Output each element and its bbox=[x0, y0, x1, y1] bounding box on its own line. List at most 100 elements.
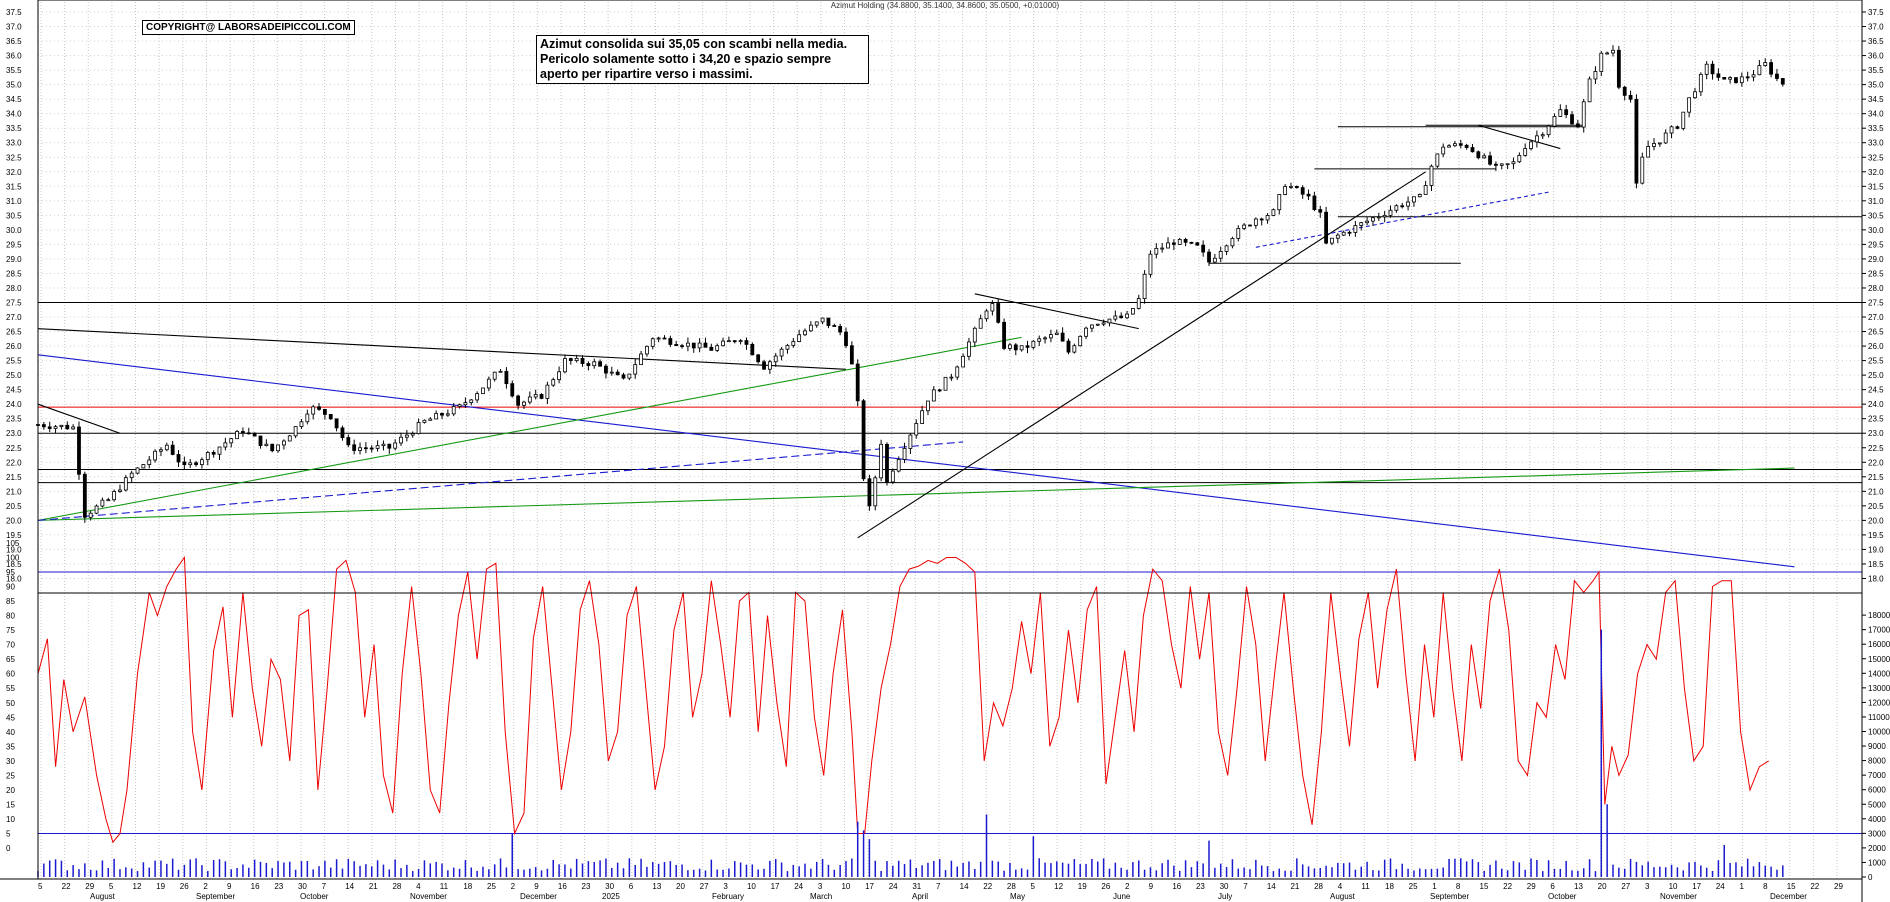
candle-body bbox=[1183, 239, 1188, 243]
x-tick-day: 25 bbox=[487, 882, 496, 891]
candle-body bbox=[896, 459, 901, 472]
y-tick-label-left: 25.5 bbox=[6, 357, 22, 366]
candle-body bbox=[668, 338, 673, 345]
candle-body bbox=[1652, 143, 1656, 147]
stoch-y-tick: 30 bbox=[6, 757, 15, 766]
y-tick-label-left: 37.5 bbox=[6, 8, 22, 17]
candle-body bbox=[861, 400, 866, 480]
candle-body bbox=[1054, 332, 1059, 335]
candle-body bbox=[1136, 298, 1141, 309]
x-tick-day: 7 bbox=[1243, 882, 1248, 891]
x-tick-month: July bbox=[1218, 892, 1232, 901]
price-grid bbox=[38, 2, 1862, 879]
x-tick-day: 25 bbox=[1409, 882, 1418, 891]
y-tick-label-right: 34.5 bbox=[1868, 95, 1884, 104]
candle-body bbox=[1476, 151, 1481, 159]
trendline-black-up bbox=[857, 171, 1426, 539]
candle-body bbox=[1277, 194, 1282, 211]
x-tick-month: May bbox=[1010, 892, 1025, 901]
x-tick-day: 22 bbox=[983, 882, 992, 891]
candle-body bbox=[1640, 156, 1645, 184]
y-tick-label-left: 21.0 bbox=[6, 487, 22, 496]
y-tick-label-right: 25.0 bbox=[1868, 371, 1884, 380]
candle-body bbox=[1757, 65, 1762, 76]
x-tick-month: November bbox=[410, 892, 447, 901]
candle-body bbox=[282, 440, 286, 446]
stoch-y-tick: 55 bbox=[6, 684, 15, 693]
y-tick-label-right: 24.0 bbox=[1868, 400, 1884, 409]
candle-body bbox=[984, 310, 989, 320]
candle-body bbox=[551, 379, 556, 386]
annotation-line-3: aperto per ripartire verso i massimi. bbox=[540, 67, 753, 81]
candle-body bbox=[205, 452, 210, 461]
vol-y-tick: 6000 bbox=[1868, 786, 1886, 795]
candle-body bbox=[1505, 163, 1510, 166]
candle-body bbox=[504, 370, 509, 385]
candle-body bbox=[498, 370, 503, 373]
y-tick-label-left: 29.0 bbox=[6, 255, 22, 264]
x-tick-month: October bbox=[1548, 892, 1577, 901]
candle-body bbox=[1780, 78, 1785, 85]
candle-body bbox=[773, 355, 778, 363]
copyright-label: COPYRIGHT@ LABORSADEIPICCOLI.COM bbox=[142, 20, 355, 35]
x-tick-day: 12 bbox=[1054, 882, 1063, 891]
vol-y-tick: 3000 bbox=[1868, 829, 1886, 838]
y-tick-label-right: 26.0 bbox=[1868, 342, 1884, 351]
candle-body bbox=[1669, 126, 1674, 134]
x-tick-day: 8 bbox=[1456, 882, 1461, 891]
candle-body bbox=[235, 431, 239, 440]
candle-body bbox=[527, 396, 532, 403]
x-tick-day: 20 bbox=[676, 882, 685, 891]
x-tick-day: 9 bbox=[534, 882, 539, 891]
y-tick-label-left: 32.5 bbox=[6, 153, 22, 162]
candle-body bbox=[1412, 196, 1416, 203]
x-tick-day: 8 bbox=[1763, 882, 1768, 891]
candle-body bbox=[1037, 338, 1042, 342]
candle-body bbox=[1488, 155, 1492, 165]
candle-body bbox=[1078, 335, 1083, 347]
y-tick-label-right: 27.0 bbox=[1868, 313, 1884, 322]
x-tick-day: 13 bbox=[1574, 882, 1583, 891]
candle-body bbox=[849, 345, 854, 365]
x-tick-day: 10 bbox=[1669, 882, 1678, 891]
candle-body bbox=[1201, 244, 1206, 253]
candle-body bbox=[106, 499, 111, 502]
vol-y-tick: 10000 bbox=[1868, 728, 1890, 737]
x-tick-day: 9 bbox=[1149, 882, 1154, 891]
candle-body bbox=[77, 426, 81, 475]
y-tick-label-left: 29.5 bbox=[6, 240, 22, 249]
candle-body bbox=[363, 447, 368, 450]
candle-body bbox=[1710, 63, 1715, 75]
candle-body bbox=[1675, 126, 1680, 129]
candle-body bbox=[1090, 324, 1094, 329]
candle-body bbox=[1312, 195, 1317, 210]
x-tick-month: September bbox=[1430, 892, 1469, 901]
y-tick-label-left: 22.5 bbox=[6, 444, 22, 453]
candle-body bbox=[1359, 222, 1364, 226]
candle-body bbox=[1142, 273, 1147, 300]
y-tick-label-left: 24.0 bbox=[6, 400, 22, 409]
candle-body bbox=[1376, 216, 1381, 219]
candle-body bbox=[1570, 114, 1574, 125]
x-tick-day: 7 bbox=[322, 882, 327, 891]
x-tick-day: 6 bbox=[629, 882, 634, 891]
x-tick-day: 1 bbox=[1432, 882, 1437, 891]
candle-body bbox=[422, 419, 427, 423]
y-tick-label-left: 24.5 bbox=[6, 386, 22, 395]
y-tick-label-right: 35.0 bbox=[1868, 81, 1884, 90]
y-tick-label-right: 18.0 bbox=[1868, 574, 1884, 583]
candle-body bbox=[785, 344, 790, 350]
trendline-early bbox=[37, 403, 121, 434]
x-tick-month: February bbox=[712, 892, 744, 901]
candle-body bbox=[715, 345, 720, 351]
candle-body bbox=[1693, 91, 1697, 99]
candle-body bbox=[1095, 323, 1100, 326]
x-tick-day: 14 bbox=[345, 882, 354, 891]
candle-body bbox=[276, 444, 280, 452]
candle-body bbox=[1458, 143, 1463, 146]
candle-body bbox=[1558, 109, 1563, 117]
chart-title: Azimut Holding (34.8800, 35.1400, 34.860… bbox=[830, 1, 1060, 10]
candle-body bbox=[1453, 143, 1457, 147]
candle-body bbox=[1224, 245, 1229, 252]
